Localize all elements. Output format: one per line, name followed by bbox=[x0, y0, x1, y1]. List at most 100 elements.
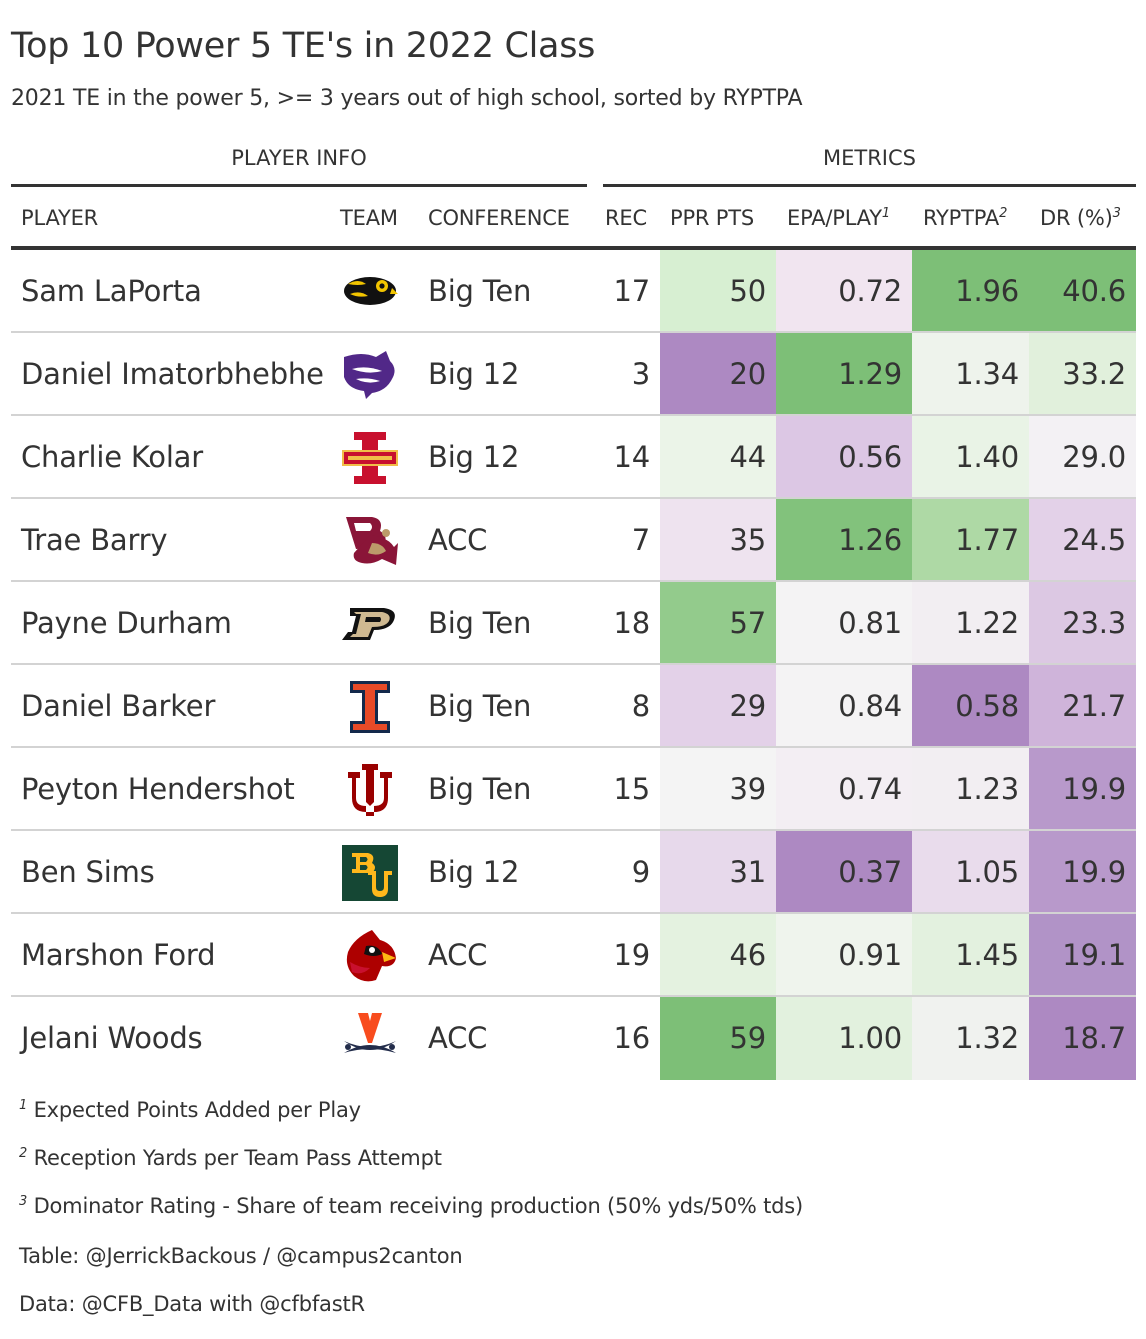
rec-value: 7 bbox=[631, 523, 650, 557]
ryptpa-value: 1.77 bbox=[912, 499, 1029, 582]
column-header-player[interactable]: PLAYER bbox=[21, 206, 99, 230]
player-name: Marshon Ford bbox=[21, 938, 216, 972]
ryptpa-value: 1.32 bbox=[912, 997, 1029, 1080]
iowa-state-logo bbox=[342, 430, 398, 486]
epa-value: 1.26 bbox=[776, 499, 912, 582]
spanner-metrics: METRICS bbox=[823, 146, 916, 170]
dr-value: 19.9 bbox=[1029, 748, 1136, 831]
conference-name: ACC bbox=[428, 523, 488, 557]
ppr-value: 57 bbox=[660, 582, 776, 665]
column-header-conference[interactable]: CONFERENCE bbox=[428, 206, 570, 230]
louisville-cardinal-logo bbox=[342, 928, 398, 984]
epa-value: 0.72 bbox=[776, 250, 912, 333]
rec-value: 3 bbox=[631, 357, 650, 391]
column-header-dr[interactable]: DR (%)3 bbox=[1040, 206, 1121, 230]
row-divider bbox=[11, 912, 1136, 914]
player-name: Peyton Hendershot bbox=[21, 772, 295, 806]
spanner-player-info: PLAYER INFO bbox=[231, 146, 367, 170]
virginia-logo bbox=[342, 1011, 398, 1067]
table-row: Sam LaPorta Big Ten 17 50 0.72 1.96 40.6 bbox=[11, 250, 1136, 333]
column-header-epa[interactable]: EPA/PLAY1 bbox=[787, 206, 890, 230]
ryptpa-value: 1.05 bbox=[912, 831, 1029, 914]
ryptpa-value: 1.45 bbox=[912, 914, 1029, 997]
ppr-value: 46 bbox=[660, 914, 776, 997]
rec-value: 14 bbox=[613, 440, 650, 474]
row-divider bbox=[11, 580, 1136, 582]
dr-value: 40.6 bbox=[1029, 250, 1136, 333]
player-name: Charlie Kolar bbox=[21, 440, 203, 474]
rec-value: 16 bbox=[613, 1021, 650, 1055]
table-title: Top 10 Power 5 TE's in 2022 Class bbox=[11, 26, 596, 66]
footnote-2-mark: 2 bbox=[19, 1146, 28, 1161]
row-divider bbox=[11, 995, 1136, 997]
column-header-ryptpa[interactable]: RYPTPA2 bbox=[923, 206, 1007, 230]
purdue-logo bbox=[342, 596, 398, 652]
ppr-value: 59 bbox=[660, 997, 776, 1080]
player-name: Ben Sims bbox=[21, 855, 155, 889]
epa-value: 0.74 bbox=[776, 748, 912, 831]
rec-value: 18 bbox=[613, 606, 650, 640]
ryptpa-value: 1.22 bbox=[912, 582, 1029, 665]
rec-value: 19 bbox=[613, 938, 650, 972]
footnote-3-mark: 3 bbox=[19, 1194, 28, 1209]
row-divider bbox=[11, 497, 1136, 499]
epa-value: 0.81 bbox=[776, 582, 912, 665]
table-subtitle: 2021 TE in the power 5, >= 3 years out o… bbox=[11, 86, 803, 111]
column-header-team[interactable]: TEAM bbox=[340, 206, 398, 230]
header-rule bbox=[11, 246, 1136, 250]
column-header-ppr[interactable]: PPR PTS bbox=[670, 206, 755, 230]
player-name: Sam LaPorta bbox=[21, 274, 202, 308]
footnote-mark-2: 2 bbox=[999, 206, 1008, 221]
dr-value: 23.3 bbox=[1029, 582, 1136, 665]
ryptpa-value: 1.40 bbox=[912, 416, 1029, 499]
epa-value: 0.91 bbox=[776, 914, 912, 997]
boston-college-logo bbox=[342, 513, 398, 569]
ppr-value: 50 bbox=[660, 250, 776, 333]
dr-value: 19.1 bbox=[1029, 914, 1136, 997]
ppr-value: 31 bbox=[660, 831, 776, 914]
footnote-3: 3 Dominator Rating - Share of team recei… bbox=[19, 1194, 803, 1218]
source-table-credit: Table: @JerrickBackous / @campus2canton bbox=[19, 1244, 463, 1268]
row-divider bbox=[11, 331, 1136, 333]
illinois-logo bbox=[342, 679, 398, 735]
ppr-value: 35 bbox=[660, 499, 776, 582]
indiana-logo bbox=[342, 762, 398, 818]
conference-name: Big Ten bbox=[428, 274, 532, 308]
dr-value: 19.9 bbox=[1029, 831, 1136, 914]
spanner-player-info-rule bbox=[11, 184, 587, 187]
rec-value: 17 bbox=[613, 274, 650, 308]
epa-value: 1.00 bbox=[776, 997, 912, 1080]
footnote-1: 1 Expected Points Added per Play bbox=[19, 1098, 361, 1122]
column-header-epa-label: EPA/PLAY bbox=[787, 206, 882, 230]
rec-value: 8 bbox=[631, 689, 650, 723]
ryptpa-value: 0.58 bbox=[912, 665, 1029, 748]
row-divider bbox=[11, 829, 1136, 831]
table-row: Trae Barry ACC 7 35 1.26 1.77 24.5 bbox=[11, 499, 1136, 582]
conference-name: Big Ten bbox=[428, 689, 532, 723]
conference-name: Big Ten bbox=[428, 772, 532, 806]
footnote-mark-3: 3 bbox=[1112, 206, 1121, 221]
footnote-3-text: Dominator Rating - Share of team receivi… bbox=[33, 1194, 804, 1218]
ryptpa-value: 1.96 bbox=[912, 250, 1029, 333]
dr-value: 21.7 bbox=[1029, 665, 1136, 748]
player-name: Trae Barry bbox=[21, 523, 168, 557]
dr-value: 24.5 bbox=[1029, 499, 1136, 582]
epa-value: 1.29 bbox=[776, 333, 912, 416]
table-row: Payne Durham Big Ten 18 57 0.81 1.22 23.3 bbox=[11, 582, 1136, 665]
row-divider bbox=[11, 414, 1136, 416]
player-name: Daniel Imatorbhebhe bbox=[21, 357, 324, 391]
ryptpa-value: 1.34 bbox=[912, 333, 1029, 416]
table-row: Marshon Ford ACC 19 46 0.91 1.45 19.1 bbox=[11, 914, 1136, 997]
table-row: Daniel Barker Big Ten 8 29 0.84 0.58 21.7 bbox=[11, 665, 1136, 748]
ppr-value: 39 bbox=[660, 748, 776, 831]
row-divider bbox=[11, 663, 1136, 665]
column-header-rec[interactable]: REC bbox=[605, 206, 647, 230]
kansas-state-wildcat-logo bbox=[342, 347, 398, 403]
rec-value: 15 bbox=[613, 772, 650, 806]
spanner-metrics-rule bbox=[603, 184, 1136, 187]
conference-name: Big 12 bbox=[428, 440, 520, 474]
footnote-mark-1: 1 bbox=[881, 206, 890, 221]
dr-value: 18.7 bbox=[1029, 997, 1136, 1080]
epa-value: 0.56 bbox=[776, 416, 912, 499]
ppr-value: 20 bbox=[660, 333, 776, 416]
